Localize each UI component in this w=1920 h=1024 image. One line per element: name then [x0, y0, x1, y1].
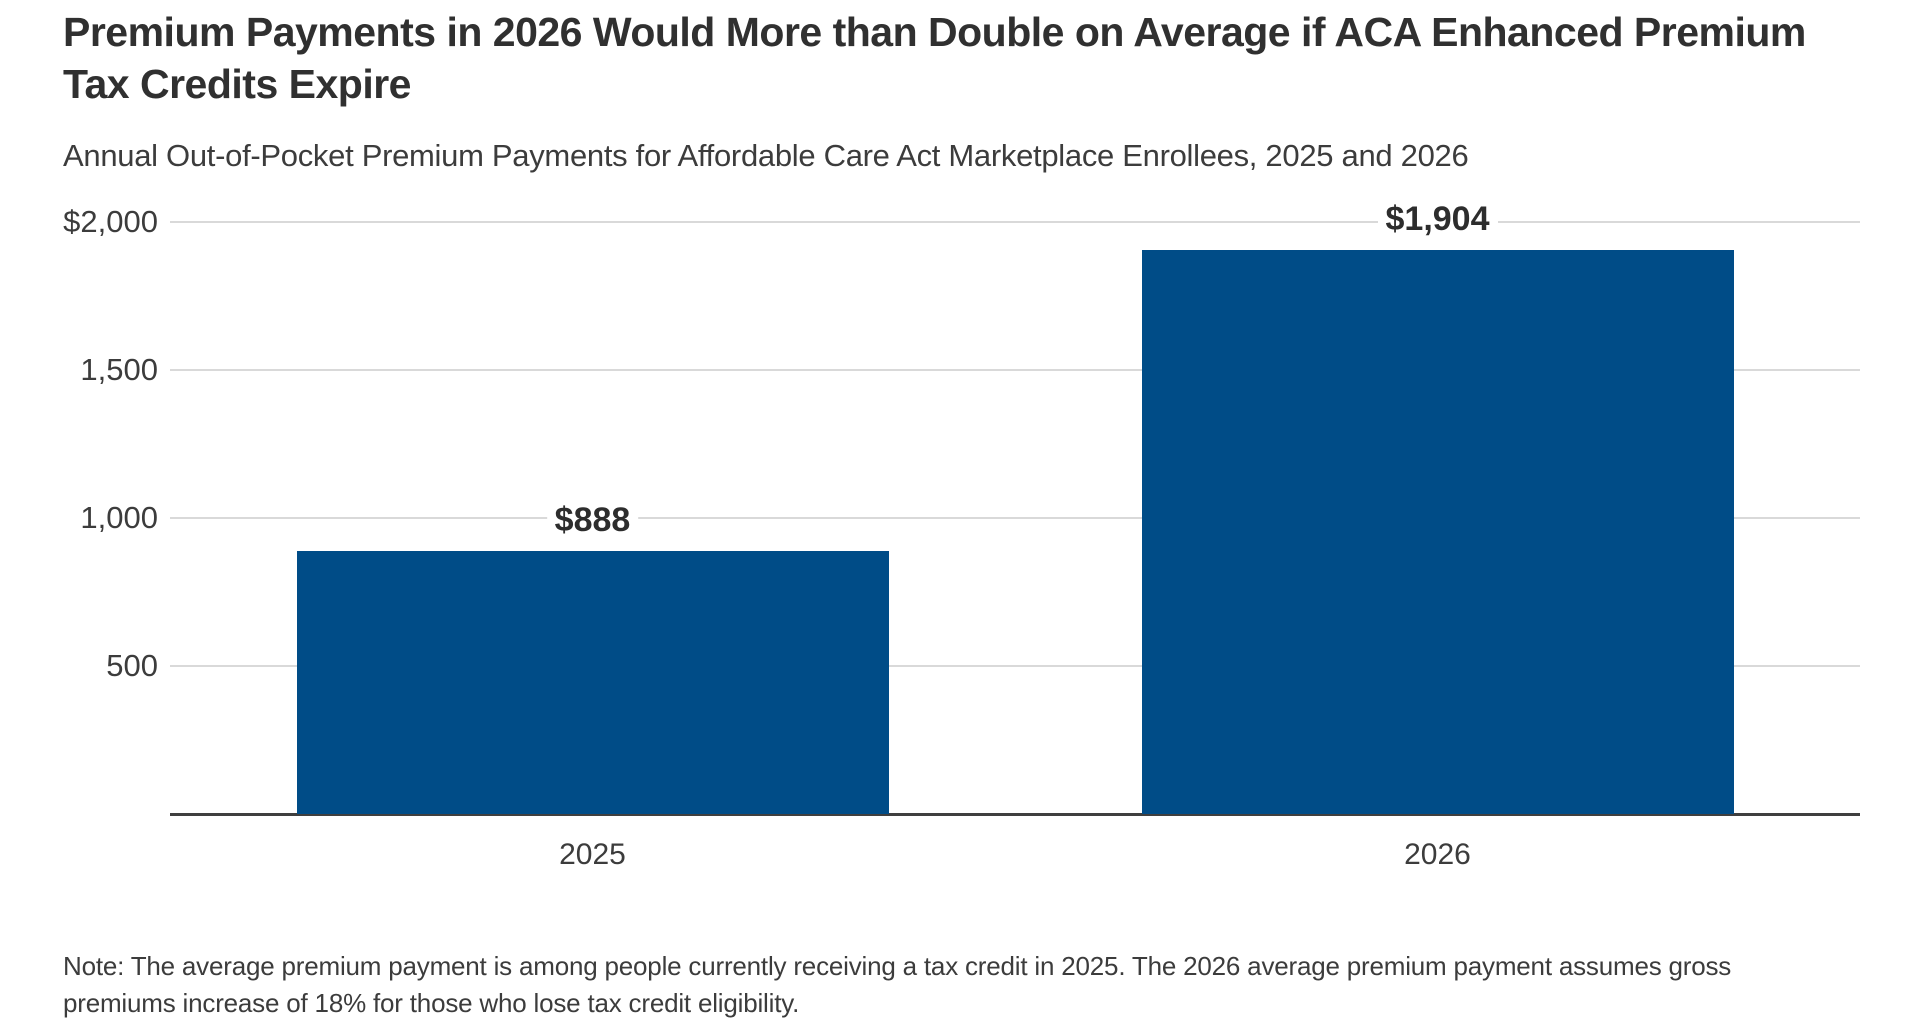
chart-note: Note: The average premium payment is amo… [63, 948, 1731, 1022]
gridline-500 [170, 665, 1860, 667]
x-axis-line [170, 813, 1860, 816]
chart-title-line2: Tax Credits Expire [63, 61, 411, 107]
bar-2025 [296, 551, 889, 814]
chart-title: Premium Payments in 2026 Would More than… [63, 6, 1806, 110]
gridline-1500 [170, 369, 1860, 371]
note-line1: Note: The average premium payment is amo… [63, 951, 1732, 981]
bar-value-label-2026: $1,904 [1377, 198, 1498, 240]
chart-title-line1: Premium Payments in 2026 Would More than… [63, 9, 1806, 55]
y-tick-label-1000: 1,000 [80, 500, 158, 535]
chart-subtitle: Annual Out-of-Pocket Premium Payments fo… [63, 138, 1469, 173]
x-axis-label-2026: 2026 [1404, 838, 1471, 871]
gridline-2000 [170, 221, 1860, 223]
x-axis-label-2025: 2025 [559, 838, 626, 871]
y-tick-label-2000: $2,000 [63, 204, 158, 239]
y-tick-label-1500: 1,500 [80, 352, 158, 387]
gridline-1000 [170, 517, 1860, 519]
y-tick-label-500: 500 [106, 648, 158, 683]
note-line2: premiums increase of 18% for those who l… [63, 988, 800, 1018]
bar-2026 [1141, 250, 1734, 814]
bar-value-label-2025: $888 [546, 499, 639, 541]
